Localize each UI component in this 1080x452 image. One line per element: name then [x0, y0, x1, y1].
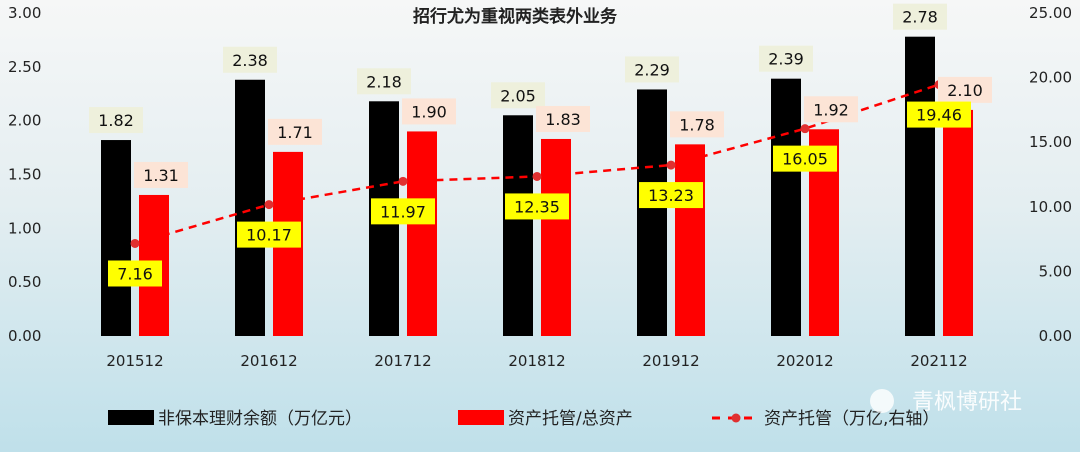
- legend-label-black: 非保本理财余额（万亿元）: [158, 409, 362, 429]
- line-point: [666, 160, 676, 170]
- bar-black-label-bg: [759, 45, 813, 72]
- right-axis-tick: 10.00: [1029, 198, 1072, 216]
- right-axis-tick: 15.00: [1029, 133, 1072, 151]
- x-axis-tick: 201912: [642, 352, 699, 370]
- bar-red-label: 1.31: [143, 166, 179, 185]
- right-axis-tick: 20.00: [1029, 69, 1072, 87]
- line-label: 10.17: [246, 226, 292, 245]
- line-label-bg: [108, 260, 162, 287]
- bar-black-label-bg: [223, 46, 277, 73]
- line-point: [800, 124, 810, 134]
- bar-red-label: 2.10: [947, 81, 983, 100]
- bar-red-label: 1.71: [277, 123, 313, 142]
- left-axis-tick: 0.50: [8, 273, 41, 291]
- line-label: 16.05: [782, 150, 828, 169]
- line-label-bg: [237, 221, 301, 248]
- bar-black-label-bg: [491, 82, 545, 109]
- bar-black-label: 2.18: [366, 72, 402, 91]
- bar-red-label-bg: [804, 96, 858, 123]
- line-label: 11.97: [380, 202, 426, 221]
- bar-black-label-bg: [625, 56, 679, 83]
- bar-black-label-bg: [893, 3, 947, 30]
- right-axis-tick: 0.00: [1039, 327, 1072, 345]
- bar-red-label-bg: [134, 161, 188, 188]
- x-axis-tick: 202112: [910, 352, 967, 370]
- bar-red-label-bg: [402, 98, 456, 125]
- bar-black-label: 2.39: [768, 50, 804, 69]
- line-point: [264, 200, 274, 210]
- x-axis-tick: 202012: [776, 352, 833, 370]
- bar-black-label: 2.78: [902, 8, 938, 27]
- bar-black: [771, 78, 801, 336]
- legend-swatch-red: [458, 410, 504, 425]
- chart-title: 招行尤为重视两类表外业务: [413, 6, 618, 27]
- line-label: 13.23: [648, 186, 694, 205]
- bar-black-label: 2.29: [634, 60, 670, 79]
- left-axis-tick: 2.50: [8, 58, 41, 76]
- line-label-bg: [505, 193, 569, 220]
- bar-red-label-bg: [670, 111, 724, 138]
- bar-red: [943, 109, 973, 337]
- line-label-bg: [371, 198, 435, 225]
- bar-red-label: 1.78: [679, 115, 715, 134]
- line-point: [398, 176, 408, 186]
- watermark: 青枫博研社: [912, 390, 1022, 415]
- bar-black-label: 1.82: [98, 111, 134, 130]
- wechat-icon: [870, 389, 894, 413]
- legend-label-red: 资产托管/总资产: [508, 409, 633, 429]
- bar-red: [541, 138, 571, 336]
- bar-black: [503, 115, 533, 337]
- line-label: 12.35: [514, 197, 560, 216]
- right-axis-tick: 25.00: [1029, 4, 1072, 22]
- bar-black-label: 2.05: [500, 86, 536, 105]
- left-axis-tick: 2.00: [8, 112, 41, 130]
- line-point: [130, 238, 140, 248]
- x-axis-tick: 201812: [508, 352, 565, 370]
- legend-swatch-black: [108, 410, 154, 425]
- legend-swatch-point: [731, 413, 741, 423]
- line-label-bg: [639, 182, 703, 209]
- line-label: 7.16: [117, 264, 153, 283]
- bar-red: [675, 144, 705, 336]
- line-point: [532, 171, 542, 181]
- bar-black-label-bg: [89, 107, 143, 134]
- left-axis-tick: 1.00: [8, 219, 41, 237]
- line-label: 19.46: [916, 106, 962, 125]
- left-axis-tick: 3.00: [8, 4, 41, 22]
- legend-label-line: 资产托管（万亿,右轴）: [764, 409, 939, 429]
- bar-black: [637, 89, 667, 337]
- bar-red-label-bg: [938, 76, 992, 103]
- left-axis-tick: 1.50: [8, 166, 41, 184]
- bar-red-label-bg: [268, 118, 322, 145]
- x-axis-tick: 201712: [374, 352, 431, 370]
- x-axis-tick: 201512: [106, 352, 163, 370]
- bar-black-label-bg: [357, 68, 411, 95]
- bar-red-label: 1.92: [813, 100, 849, 119]
- bar-red-label: 1.90: [411, 102, 447, 121]
- bar-black-label: 2.38: [232, 51, 268, 70]
- x-axis-tick: 201612: [240, 352, 297, 370]
- bar-black: [905, 36, 935, 336]
- right-axis-tick: 5.00: [1039, 262, 1072, 280]
- bar-red-label-bg: [536, 105, 590, 132]
- line-label-bg: [773, 145, 837, 172]
- line-label-bg: [907, 101, 971, 128]
- bar-black: [101, 140, 131, 336]
- bar-red-label: 1.83: [545, 110, 581, 129]
- left-axis-tick: 0.00: [8, 327, 41, 345]
- bar-red: [407, 131, 437, 336]
